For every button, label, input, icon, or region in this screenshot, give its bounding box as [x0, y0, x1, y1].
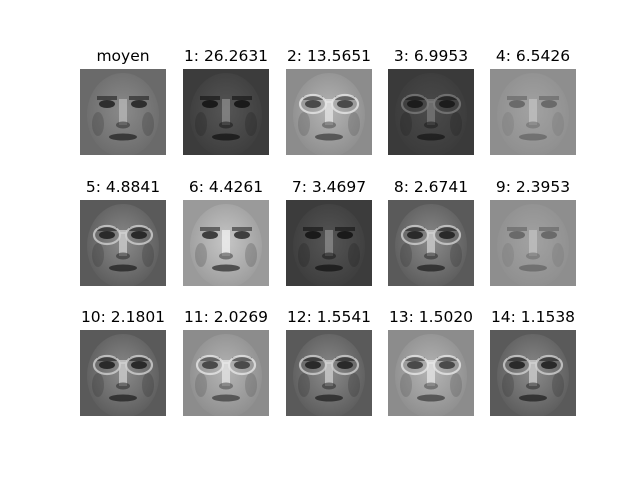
- face-image: [80, 69, 166, 155]
- panel-title: 10: 2.1801: [80, 308, 166, 326]
- glasses-frame: [502, 354, 532, 376]
- face-image: [286, 330, 372, 416]
- panel-title: moyen: [96, 47, 150, 65]
- face-image: [183, 200, 269, 286]
- glasses-frame: [92, 354, 122, 376]
- glasses-frame: [400, 93, 430, 115]
- panel-title: 7: 3.4697: [291, 178, 367, 196]
- glasses-frame: [92, 224, 122, 246]
- panel-title: 9: 2.3953: [495, 178, 571, 196]
- face-image: [388, 200, 474, 286]
- face-image: [286, 200, 372, 286]
- face-image: [388, 330, 474, 416]
- glasses-frame: [330, 93, 360, 115]
- panel-title: 14: 1.1538: [490, 308, 576, 326]
- face-image: [80, 200, 166, 286]
- glasses-frame: [124, 224, 154, 246]
- panel-title: 2: 13.5651: [286, 47, 372, 65]
- panel-title: 13: 1.5020: [388, 308, 474, 326]
- glasses-frame: [400, 354, 430, 376]
- panel-title: 5: 4.8841: [85, 178, 161, 196]
- glasses-frame: [400, 224, 430, 246]
- face-image: [183, 330, 269, 416]
- glasses-frame: [432, 354, 462, 376]
- face-image: [286, 69, 372, 155]
- glasses-frame: [124, 354, 154, 376]
- panel-title: 11: 2.0269: [183, 308, 269, 326]
- glasses-frame: [432, 224, 462, 246]
- face-image: [490, 330, 576, 416]
- panel-title: 1: 26.2631: [183, 47, 269, 65]
- panel-title: 8: 2.6741: [393, 178, 469, 196]
- panel-title: 6: 4.4261: [188, 178, 264, 196]
- glasses-frame: [195, 354, 225, 376]
- glasses-frame: [227, 354, 257, 376]
- panel-title: 3: 6.9953: [393, 47, 469, 65]
- panel-title: 4: 6.5426: [495, 47, 571, 65]
- glasses-frame: [330, 354, 360, 376]
- face-image: [388, 69, 474, 155]
- face-image: [490, 200, 576, 286]
- glasses-frame: [432, 93, 462, 115]
- face-image: [490, 69, 576, 155]
- panel-title: 12: 1.5541: [286, 308, 372, 326]
- face-image: [183, 69, 269, 155]
- glasses-frame: [534, 354, 564, 376]
- glasses-frame: [298, 354, 328, 376]
- glasses-frame: [298, 93, 328, 115]
- face-image: [80, 330, 166, 416]
